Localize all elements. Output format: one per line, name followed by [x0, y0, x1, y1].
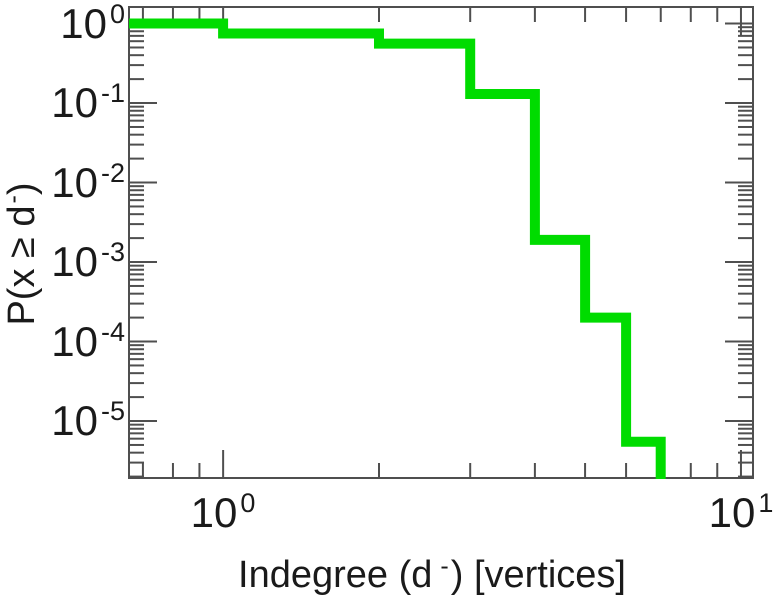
- y-axis-title-text: P(x ≥ d: [1, 205, 43, 326]
- y-tick-label-base: 10: [60, 0, 107, 47]
- y-tick-label: 10 -1: [51, 79, 125, 126]
- y-tick-label-base: 10: [51, 159, 98, 206]
- y-tick-label-base: 10: [51, 397, 98, 444]
- y-tick-label: 10 -5: [51, 397, 125, 444]
- x-tick-label-exponent: 1: [758, 488, 774, 518]
- y-tick-label-exponent: -2: [100, 158, 125, 188]
- x-tick-label-exponent: 0: [240, 488, 256, 518]
- y-axis-title-superscript: -: [0, 195, 27, 204]
- x-axis-title-superscript: -: [440, 552, 449, 580]
- x-tick-label-base: 10: [190, 489, 238, 536]
- y-tick-label-base: 10: [51, 79, 98, 126]
- y-tick-label: 10 -2: [51, 159, 125, 206]
- y-tick-label: 10 -4: [51, 318, 125, 365]
- x-axis-title-unit: ) [vertices]: [450, 554, 626, 596]
- ccdf-step-line: [129, 18, 666, 479]
- y-axis-title-close: ): [1, 182, 43, 196]
- y-tick-label: 10 0: [60, 0, 125, 47]
- y-tick-label-exponent: 0: [109, 0, 125, 29]
- y-tick-label-exponent: -1: [100, 78, 125, 108]
- y-tick-label: 10 -3: [51, 238, 125, 285]
- x-axis-title: Indegree (d -) [vertices]: [238, 554, 626, 596]
- y-tick-label-exponent: -5: [100, 396, 125, 426]
- x-tick-label: 10 1: [708, 489, 774, 536]
- x-axis-title-text: Indegree (d: [238, 554, 433, 596]
- y-tick-label-base: 10: [51, 318, 98, 365]
- x-tick-label-base: 10: [708, 489, 756, 536]
- y-tick-label-base: 10: [51, 238, 98, 285]
- plot-frame: [128, 6, 754, 479]
- y-tick-label-exponent: -4: [100, 317, 125, 347]
- y-tick-label-exponent: -3: [100, 237, 125, 267]
- y-axis-title: P(x ≥ d-): [0, 182, 43, 326]
- x-tick-label: 10 0: [190, 489, 256, 536]
